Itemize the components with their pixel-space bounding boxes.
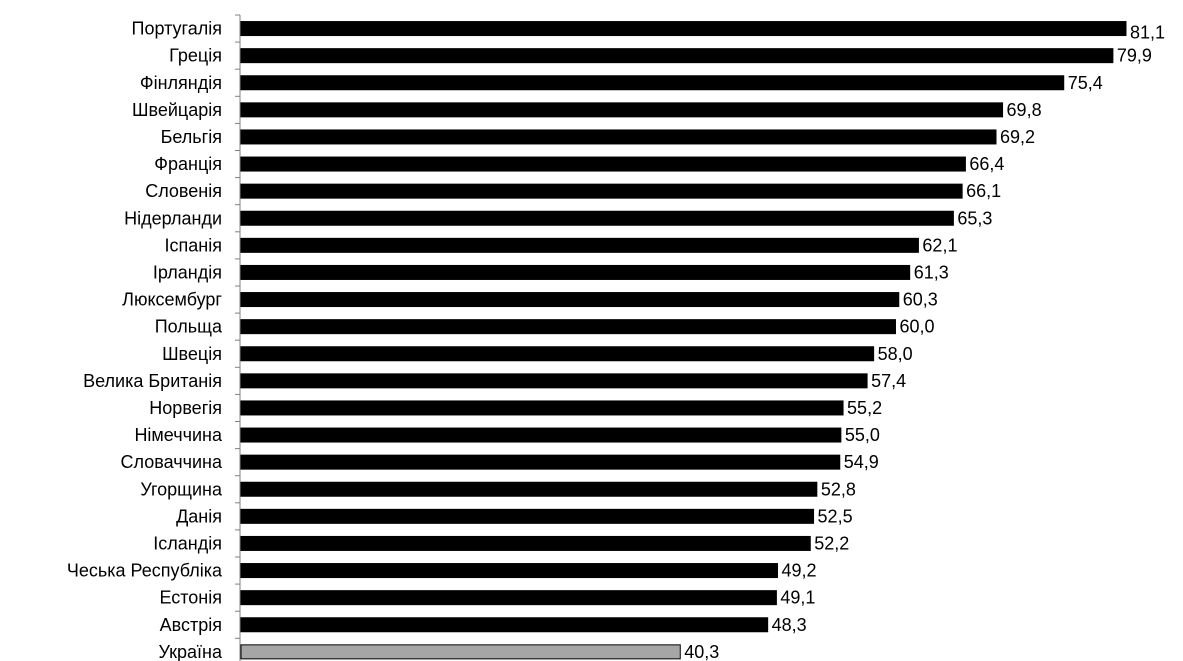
category-label: Франція: [154, 154, 222, 174]
category-label: Португалія: [132, 19, 222, 39]
value-label: 69,8: [1007, 100, 1042, 120]
bar: [240, 563, 778, 579]
value-label: 66,1: [966, 181, 1001, 201]
value-label: 60,3: [903, 290, 938, 310]
category-label: Ісландія: [153, 533, 222, 553]
category-label: Словаччина: [121, 452, 223, 472]
value-label: 66,4: [969, 154, 1004, 174]
value-label: 49,1: [780, 588, 815, 608]
bar: [240, 237, 919, 253]
bar: [240, 21, 1127, 37]
bar: [240, 535, 811, 551]
category-label: Україна: [159, 642, 223, 661]
category-label: Польща: [155, 317, 223, 337]
category-label: Швеція: [162, 344, 222, 364]
value-label: 79,9: [1117, 46, 1152, 66]
bar: [240, 129, 997, 145]
bar: [240, 617, 769, 633]
bars: [240, 21, 1127, 660]
bar: [240, 454, 841, 470]
category-label: Австрія: [160, 615, 222, 635]
value-label: 65,3: [957, 208, 992, 228]
category-label: Греція: [169, 46, 222, 66]
bar: [240, 481, 818, 497]
value-label: 52,2: [814, 533, 849, 553]
value-label: 81,1: [1130, 23, 1165, 43]
category-label: Ірландія: [153, 262, 222, 282]
bar: [240, 183, 963, 199]
value-label: 49,2: [781, 561, 816, 581]
value-label: 61,3: [914, 262, 949, 282]
category-label: Естонія: [159, 588, 222, 608]
bar: [240, 590, 777, 606]
value-label: 40,3: [684, 642, 719, 661]
value-label: 58,0: [878, 344, 913, 364]
bar: [240, 102, 1004, 118]
category-label: Словенія: [145, 181, 222, 201]
value-label: 55,0: [845, 425, 880, 445]
category-label: Велика Британія: [83, 371, 222, 391]
category-label: Нідерланди: [124, 208, 222, 228]
bar: [240, 400, 844, 416]
category-label: Данія: [176, 506, 222, 526]
category-label: Норвегія: [149, 398, 222, 418]
value-label: 69,2: [1000, 127, 1035, 147]
value-label: 54,9: [844, 452, 879, 472]
value-label: 62,1: [922, 235, 957, 255]
category-labels: Португалія Греція Фінляндія Швейцарія Бельгі…: [67, 19, 223, 661]
category-label: Бельгія: [161, 127, 222, 147]
category-label: Німеччина: [134, 425, 223, 445]
category-label: Фінляндія: [140, 73, 222, 93]
bar: [240, 48, 1114, 64]
category-label: Угорщина: [140, 479, 223, 499]
bar: [240, 75, 1065, 91]
category-label: Швейцарія: [132, 100, 222, 120]
bar: [240, 346, 875, 362]
bar: [240, 156, 966, 172]
bar: [240, 427, 842, 443]
value-label: 52,5: [818, 506, 853, 526]
category-label: Іспанія: [165, 235, 222, 255]
value-labels: 81,1 79,9 75,4 69,8 69,2 66,4 66,1 65,362,1 61,3…: [684, 23, 1165, 661]
bar: [240, 508, 815, 524]
bar: [240, 264, 911, 280]
category-label: Чеська Республіка: [67, 561, 223, 581]
value-label: 55,2: [847, 398, 882, 418]
bar: [240, 319, 896, 335]
value-label: 75,4: [1068, 73, 1103, 93]
value-label: 60,0: [899, 317, 934, 337]
bar: [240, 210, 954, 226]
category-label: Люксембург: [122, 290, 222, 310]
bar: [240, 292, 900, 308]
bar: [240, 373, 868, 389]
category-axis: [235, 14, 241, 661]
value-label: 57,4: [871, 371, 906, 391]
value-label: 52,8: [821, 479, 856, 499]
bar: [240, 644, 681, 660]
value-label: 48,3: [772, 615, 807, 635]
